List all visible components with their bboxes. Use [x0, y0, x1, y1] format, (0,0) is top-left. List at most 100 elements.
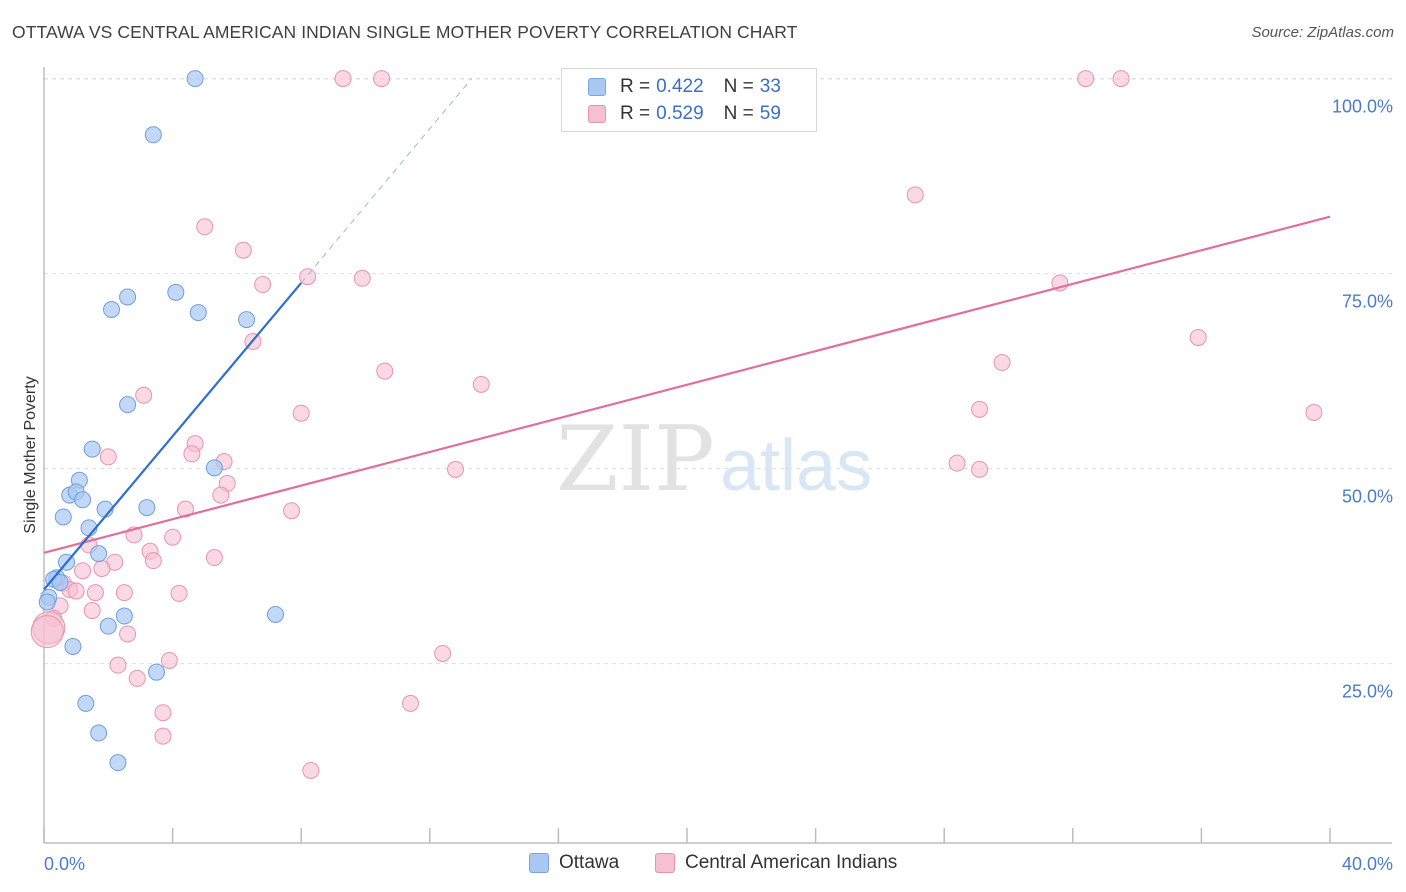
axis-labels: 25.0% 50.0% 75.0% 100.0% 0.0% 40.0% Single Mot…	[22, 97, 1393, 874]
legend-box: R = 0.422 N = 33 R = 0.529 N = 59	[561, 68, 817, 132]
watermark: ZIP atlas	[556, 407, 872, 512]
central-point	[971, 460, 989, 478]
central-point	[205, 549, 223, 567]
y-tick-label: 75.0%	[1342, 292, 1393, 312]
central-point	[993, 354, 1011, 372]
ottawa-point	[64, 637, 82, 655]
central-point	[212, 486, 230, 504]
central-point	[115, 584, 133, 602]
legend-n-label: N =	[723, 103, 754, 124]
central-point	[196, 218, 214, 236]
central-point	[144, 552, 162, 570]
bottom-legend-ottawa[interactable]: Ottawa	[529, 852, 619, 874]
central-point	[1189, 329, 1207, 347]
x-tick-label: 40.0%	[1342, 854, 1393, 874]
ottawa-point	[266, 605, 284, 623]
ottawa-point	[77, 694, 95, 712]
central-point	[402, 694, 420, 712]
ottawa-point	[83, 440, 101, 458]
y-tick-label: 25.0%	[1342, 682, 1393, 702]
central-swatch	[655, 853, 675, 873]
ottawa-label: Ottawa	[559, 852, 620, 873]
watermark-zip: ZIP	[556, 407, 715, 512]
central-label: Central American Indians	[685, 852, 898, 873]
legend-r-label: R =	[620, 103, 651, 124]
ottawa-point	[148, 663, 166, 681]
central-point	[1077, 70, 1095, 88]
central-point	[234, 241, 252, 259]
central-point	[353, 269, 371, 287]
central-point	[154, 727, 172, 745]
ottawa-point	[54, 508, 72, 526]
legend-row-ottawa: R = 0.422 N = 33	[588, 75, 781, 99]
central-point	[334, 70, 352, 88]
legend-swatch-ottawa	[588, 78, 606, 96]
ottawa-point	[90, 724, 108, 742]
ottawa-point	[38, 593, 56, 611]
central-point	[373, 70, 391, 88]
ottawa-point	[138, 499, 156, 517]
central-point	[183, 445, 201, 463]
central-point	[164, 528, 182, 546]
legend-n-value: 59	[759, 103, 781, 124]
legend-swatch-central	[588, 105, 606, 123]
central-point	[906, 186, 924, 204]
ottawa-point	[119, 288, 137, 306]
central-point	[86, 584, 104, 602]
legend-n-value: 33	[759, 76, 781, 97]
y-tick-label: 50.0%	[1342, 487, 1393, 507]
central-point	[376, 362, 394, 380]
ottawa-swatch	[529, 853, 549, 873]
ottawa-point	[205, 459, 223, 477]
legend-r-label: R =	[620, 76, 651, 97]
legend-r-value: 0.529	[656, 103, 704, 124]
trend-lines	[43, 78, 1331, 591]
ottawa-point	[99, 617, 117, 635]
central-point	[1112, 70, 1130, 88]
gridlines	[44, 78, 1392, 665]
central-trend-line	[43, 215, 1331, 554]
chart-title: OTTAWA VS CENTRAL AMERICAN INDIAN SINGLE…	[12, 22, 798, 42]
central-point	[119, 625, 137, 643]
central-point	[128, 669, 146, 687]
ottawa-trend-extension	[300, 78, 472, 284]
central-point	[154, 704, 172, 722]
central-point	[447, 460, 465, 478]
ottawa-point	[74, 491, 92, 509]
ottawa-point	[90, 545, 108, 563]
source-label: Source: ZipAtlas.com	[1251, 24, 1394, 41]
ottawa-points	[38, 70, 284, 772]
ottawa-point	[238, 311, 256, 329]
central-point	[74, 562, 92, 580]
legend-r-value: 0.422	[656, 76, 704, 97]
central-point	[472, 375, 490, 393]
ottawa-point	[51, 573, 69, 591]
ottawa-point	[144, 126, 162, 144]
central-point	[971, 400, 989, 418]
central-point	[83, 602, 101, 620]
bottom-legend-central[interactable]: Central American Indians	[655, 852, 897, 874]
watermark-atlas: atlas	[720, 426, 872, 506]
central-point	[93, 559, 111, 577]
ottawa-point	[119, 396, 137, 414]
y-axis-label: Single Mother Poverty	[22, 376, 39, 533]
axes	[43, 67, 1392, 844]
central-point	[1305, 403, 1323, 421]
ottawa-point	[167, 283, 185, 301]
legend-n-label: N =	[723, 76, 754, 97]
ottawa-point	[109, 754, 127, 772]
bottom-legend: Ottawa Central American Indians	[0, 852, 1406, 878]
legend-row-central: R = 0.529 N = 59	[588, 102, 781, 126]
central-point	[434, 644, 452, 662]
ottawa-point	[186, 70, 204, 88]
ottawa-point	[103, 300, 121, 318]
central-point	[948, 454, 966, 472]
central-point	[67, 582, 85, 600]
central-point	[254, 276, 272, 294]
central-point	[99, 448, 117, 466]
ottawa-point	[115, 607, 133, 625]
central-point	[292, 404, 310, 422]
ottawa-trend-line	[43, 282, 303, 591]
central-point	[109, 656, 127, 674]
